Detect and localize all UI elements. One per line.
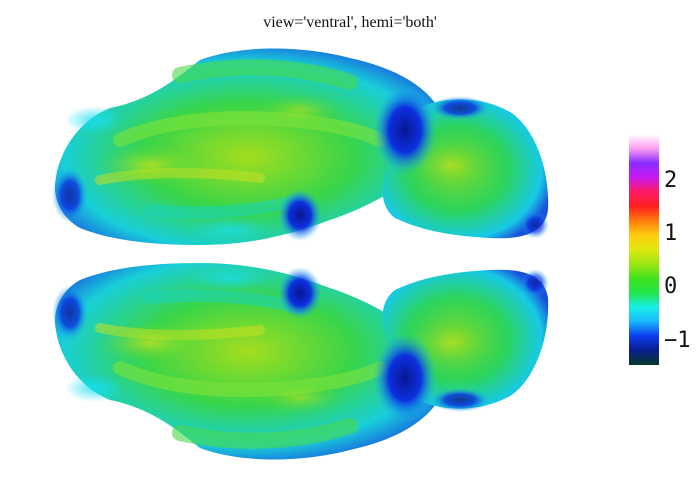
- figure-title: view='ventral', hemi='both': [263, 14, 437, 31]
- lower-hemisphere: [52, 263, 549, 460]
- colorbar-tick-minus-1: −1: [664, 328, 691, 353]
- upper-hemisphere: [52, 48, 549, 245]
- colorbar: [629, 134, 659, 365]
- colorbar-tick-0: 0: [664, 274, 678, 299]
- colorbar-tick-2: 2: [664, 168, 678, 193]
- colorbar-tick-1: 1: [664, 221, 678, 246]
